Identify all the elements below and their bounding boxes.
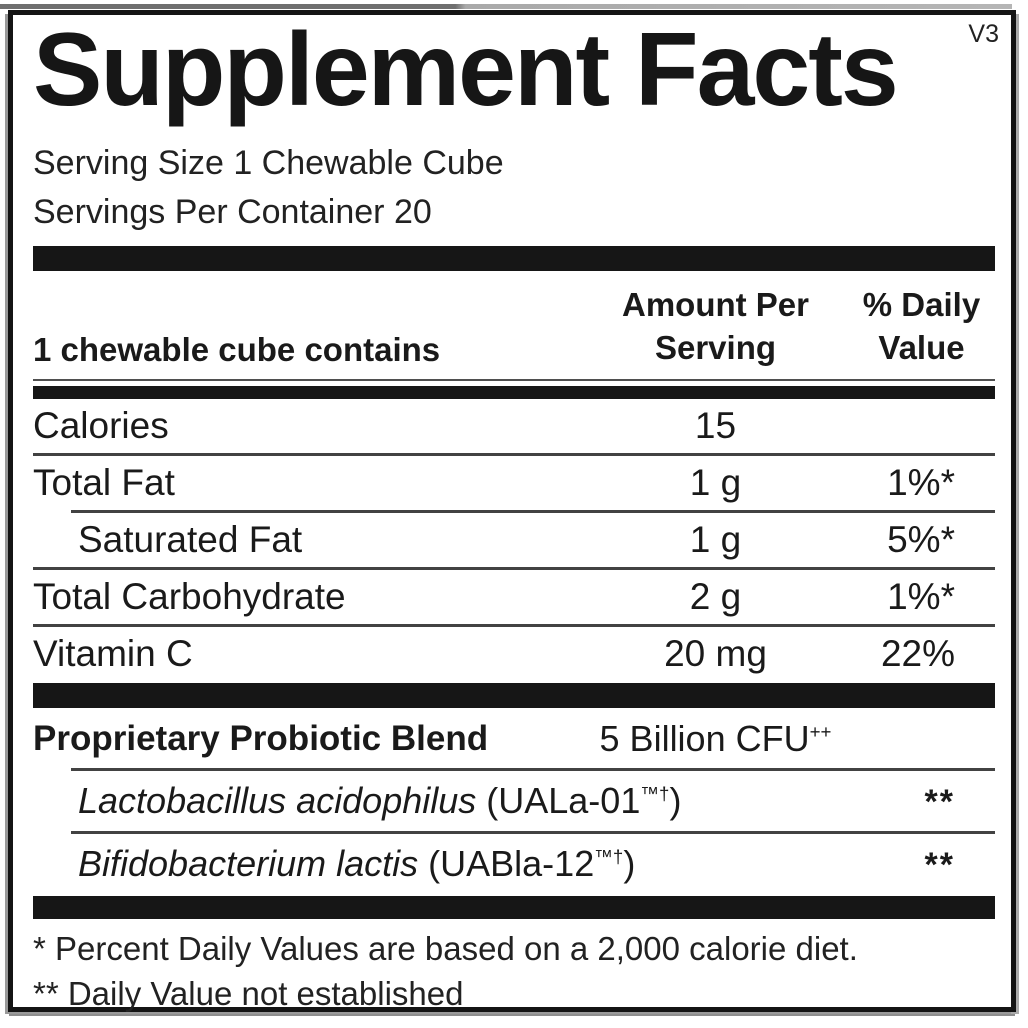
- ingredient-strain-close: ): [623, 842, 636, 884]
- ingredient-strain: (UABla-12: [428, 842, 595, 884]
- header-amount-per-serving: Amount Per Serving: [583, 283, 848, 369]
- header-dv-line1: % Daily: [862, 285, 981, 323]
- header-amount-line1: Amount Per: [621, 285, 809, 323]
- footnote-daily-values: * Percent Daily Values are based on a 2,…: [33, 929, 858, 967]
- blend-ingredients-list: Lactobacillus acidophilus (UALa-01™†) ** B…: [33, 767, 995, 894]
- ingredient-dv-stars: **: [924, 845, 955, 884]
- nutrient-name: Total Fat: [33, 461, 175, 503]
- header-amount-line2: Serving: [654, 328, 777, 366]
- row-divider: [71, 509, 995, 513]
- ingredient-species: Bifidobacterium lactis: [78, 842, 419, 884]
- nutrient-row: Total Carbohydrate 2 g 1%*: [33, 570, 995, 624]
- row-divider: [71, 830, 995, 834]
- nutrient-row: Vitamin C 20 mg 22%: [33, 627, 995, 681]
- nutrient-amount: 15: [694, 404, 737, 446]
- row-divider: [71, 767, 995, 771]
- panel-title: Supplement Facts: [33, 12, 899, 128]
- ingredient-strain-superscript: ™†: [594, 845, 624, 867]
- version-code: V3: [968, 20, 999, 48]
- nutrient-amount: 20 mg: [664, 632, 767, 674]
- blend-ingredient-row: Bifidobacterium lactis (UABla-12™†) **: [33, 834, 995, 894]
- nutrient-daily-value: 1%*: [887, 461, 955, 503]
- nutrient-row: Calories 15: [33, 399, 995, 453]
- ingredient-daily-value: **: [848, 843, 995, 885]
- nutrient-amount: 2 g: [689, 575, 742, 617]
- nutrient-amount: 1 g: [689, 461, 742, 503]
- nutrient-name: Total Carbohydrate: [33, 575, 346, 617]
- section-rule-footnotes: [33, 895, 995, 919]
- ingredient-species: Lactobacillus acidophilus: [78, 779, 477, 821]
- ingredient-daily-value: **: [848, 780, 995, 822]
- blend-name: Proprietary Probiotic Blend: [33, 718, 489, 758]
- ingredient-name: Lactobacillus acidophilus (UALa-01™†): [33, 780, 848, 822]
- header-rule-thick: [33, 385, 995, 399]
- blend-ingredient-row: Lactobacillus acidophilus (UALa-01™†) **: [33, 771, 995, 831]
- header-percent-daily-value: % Daily Value: [848, 283, 995, 369]
- proprietary-blend-row: Proprietary Probiotic Blend 5 Billion CF…: [33, 708, 995, 768]
- supplement-facts-panel: V3 Supplement Facts Serving Size 1 Chewa…: [8, 10, 1016, 1012]
- blend-amount-superscript: ++: [809, 720, 832, 742]
- table-header-row: 1 chewable cube contains Amount Per Serv…: [33, 271, 995, 379]
- header-rule-thin: [33, 378, 995, 381]
- servings-per-container-line: Servings Per Container 20: [33, 192, 432, 231]
- header-rule: [33, 378, 995, 399]
- nutrient-row: Total Fat 1 g 1%*: [33, 456, 995, 510]
- nutrient-daily-value: 1%*: [887, 575, 955, 617]
- ingredient-name: Bifidobacterium lactis (UABla-12™†): [33, 843, 848, 885]
- serving-info: Serving Size 1 Chewable Cube Servings Pe…: [33, 139, 995, 237]
- nutrient-name: Calories: [33, 404, 169, 446]
- photo-edge-artifact: [0, 4, 1012, 9]
- nutrient-daily-value: 5%*: [887, 518, 955, 560]
- nutrient-name: Saturated Fat: [78, 518, 303, 560]
- ingredient-strain-superscript: ™†: [640, 782, 670, 804]
- nutrient-amount: 1 g: [689, 518, 742, 560]
- nutrient-table-body: Calories 15 Total Fat 1 g 1%* Saturated Fat 1 …: [33, 399, 995, 681]
- header-contains-label: 1 chewable cube contains: [33, 331, 441, 369]
- row-divider: [33, 452, 995, 456]
- section-rule-blend: [33, 682, 995, 708]
- nutrient-row: Saturated Fat 1 g 5%*: [33, 513, 995, 567]
- blend-amount: 5 Billion CFU++: [599, 717, 832, 759]
- ingredient-dv-stars: **: [924, 782, 955, 821]
- nutrient-daily-value: 22%: [880, 632, 955, 674]
- row-divider: [33, 566, 995, 570]
- footnote-dv-not-established: ** Daily Value not established: [33, 974, 464, 1012]
- row-divider: [33, 623, 995, 627]
- nutrient-name: Vitamin C: [33, 632, 193, 674]
- header-dv-line2: Value: [878, 328, 965, 366]
- ingredient-strain-close: ): [669, 779, 682, 821]
- serving-size-line: Serving Size 1 Chewable Cube: [33, 143, 504, 182]
- section-rule-top: [33, 245, 995, 271]
- ingredient-strain: (UALa-01: [486, 779, 641, 821]
- footnotes: * Percent Daily Values are based on a 2,…: [33, 926, 995, 1016]
